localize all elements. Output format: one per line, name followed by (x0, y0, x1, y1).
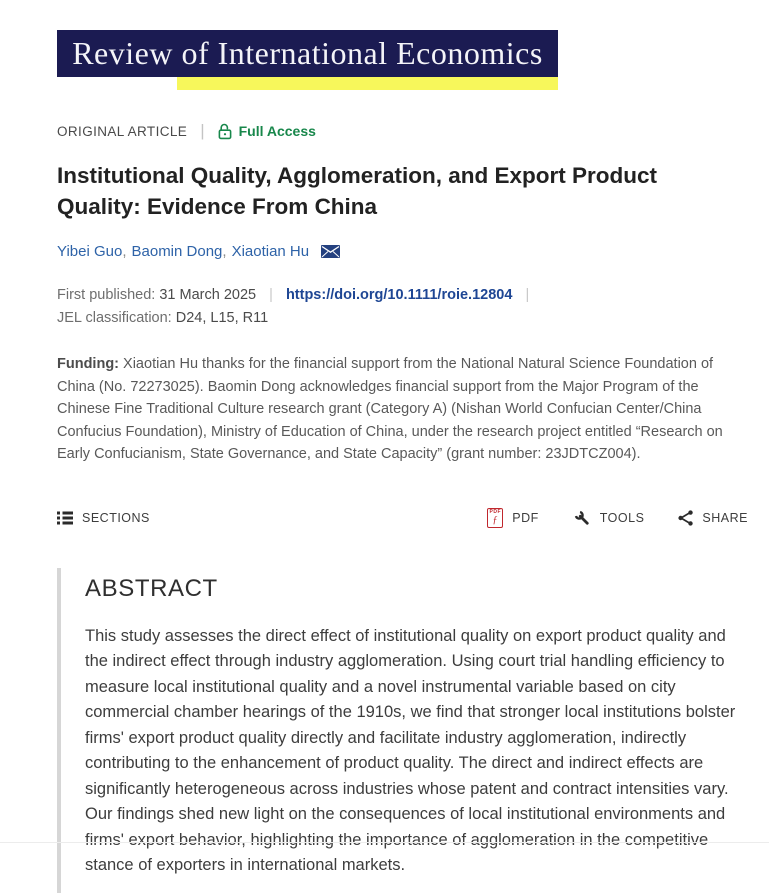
full-access-label: Full Access (238, 123, 316, 139)
share-icon (678, 509, 694, 526)
share-button[interactable]: SHARE (678, 509, 748, 526)
author-list: Yibei Guo, Baomin Dong, Xiaotian Hu (57, 243, 748, 260)
author-link[interactable]: Xiaotian Hu (231, 243, 310, 260)
tools-label: TOOLS (599, 510, 645, 525)
author-separator: , (122, 243, 127, 260)
pdf-icon-text: PDF (489, 508, 502, 515)
divider: | (525, 287, 530, 303)
funding-text: Xiaotian Hu thanks for the financial sup… (57, 356, 723, 462)
jel-label: JEL classification: (57, 310, 172, 326)
full-access-link[interactable]: Full Access (218, 123, 316, 140)
abstract-section: ABSTRACT This study assesses the direct … (57, 567, 748, 893)
open-lock-icon (218, 123, 232, 140)
journal-title: Review of International Economics (72, 35, 543, 71)
bottom-divider (0, 842, 769, 843)
jel-codes: D24, L15, R11 (175, 310, 269, 326)
first-published-date: 31 March 2025 (159, 287, 257, 303)
author-link[interactable]: Baomin Dong (131, 243, 223, 260)
author-separator: , (222, 243, 227, 260)
pdf-button[interactable]: PDF ƒ PDF (487, 507, 539, 528)
journal-banner: Review of International Economics (57, 30, 558, 90)
journal-banner-navy: Review of International Economics (57, 30, 558, 77)
sections-button[interactable]: SECTIONS (57, 511, 150, 525)
banner-stripe-white (57, 77, 177, 90)
banner-stripe-yellow (177, 77, 558, 90)
abstract-heading: ABSTRACT (85, 574, 218, 602)
divider: | (269, 287, 273, 303)
pdf-file-icon: PDF ƒ (487, 507, 504, 528)
first-published-row: First published: 31 March 2025 | https:/… (57, 284, 748, 307)
pdf-icon-swirl: ƒ (492, 514, 499, 526)
pdf-label: PDF (512, 510, 539, 525)
wrench-icon (573, 509, 591, 527)
funding-label: Funding: (57, 356, 120, 372)
article-page: Review of International Economics ORIGIN… (0, 30, 769, 893)
doi-link[interactable]: https://doi.org/10.1111/roie.12804 (285, 287, 513, 303)
article-type-row: ORIGINAL ARTICLE | Full Access (57, 121, 748, 141)
sections-label: SECTIONS (82, 510, 150, 525)
article-toolbar: SECTIONS PDF ƒ PDF (57, 506, 748, 530)
publication-meta: First published: 31 March 2025 | https:/… (57, 284, 748, 330)
first-published-label: First published: (57, 287, 156, 303)
jel-row: JEL classification: D24, L15, R11 (57, 307, 748, 330)
journal-banner-stripe (57, 77, 558, 90)
divider: | (200, 121, 205, 140)
funding-note: Funding: Xiaotian Hu thanks for the fina… (57, 353, 741, 466)
email-envelope-icon[interactable] (321, 245, 341, 258)
share-label: SHARE (702, 510, 748, 525)
tools-button[interactable]: TOOLS (573, 509, 645, 527)
sections-list-icon (57, 511, 73, 525)
article-type-label: ORIGINAL ARTICLE (57, 123, 188, 139)
article-title: Institutional Quality, Agglomeration, an… (57, 163, 658, 219)
author-link[interactable]: Yibei Guo (57, 243, 123, 260)
abstract-text: This study assesses the direct effect of… (85, 626, 736, 875)
